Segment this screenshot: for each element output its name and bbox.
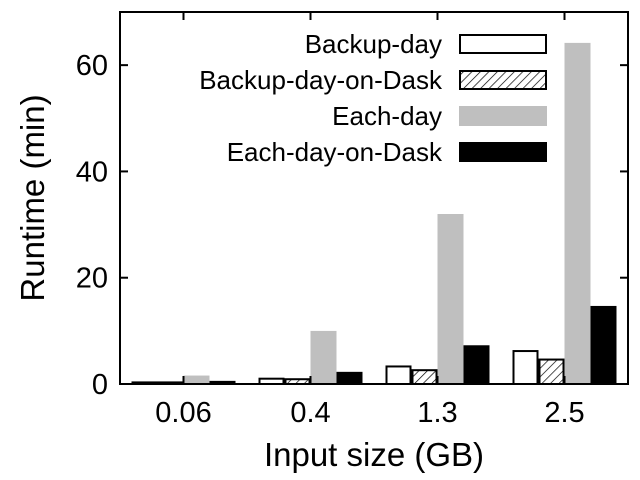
x-tick-label: 0.06 <box>155 397 211 429</box>
legend-label: Each-day-on-Dask <box>227 137 443 167</box>
bar-backup-day-2.5 <box>512 350 539 385</box>
bar-each-day-0.06 <box>183 375 210 385</box>
x-tick-label: 1.3 <box>417 397 457 429</box>
bar-backup-day-on-dask-1.3 <box>411 369 438 386</box>
y-tick-label: 60 <box>76 50 108 82</box>
legend-swatch <box>459 106 547 126</box>
bar-each-day-2.5 <box>564 42 591 386</box>
bar-each-day-on-dask-1.3 <box>463 345 490 386</box>
x-axis-title: Input size (GB) <box>264 436 484 473</box>
bar-each-day-1.3 <box>437 214 464 385</box>
bars-layer <box>131 42 617 386</box>
plot-area-frame <box>119 11 629 385</box>
bar-each-day-on-dask-0.4 <box>336 371 363 385</box>
legend-swatch <box>459 70 547 90</box>
bar-each-day-on-dask-2.5 <box>590 305 617 386</box>
legend-label: Each-day <box>332 101 442 131</box>
x-tick-label: 2.5 <box>544 397 584 429</box>
legend-label: Backup-day <box>305 29 442 59</box>
y-tick-label: 0 <box>92 369 108 401</box>
y-tick-label: 40 <box>76 156 108 188</box>
legend: Backup-day Backup-day-on-Dask Each-day Each… <box>199 29 547 167</box>
x-tick-label: 0.4 <box>290 397 330 429</box>
legend-swatch <box>459 142 547 162</box>
bar-each-day-0.4 <box>310 330 337 386</box>
y-axis-title: Runtime (min) <box>14 94 51 301</box>
legend-swatch <box>459 34 547 54</box>
y-tick-label: 20 <box>76 263 108 295</box>
ticks-layer: 0 20 40 60 0.06 0.4 1.3 2.5 <box>76 12 628 429</box>
bar-backup-day-on-dask-2.5 <box>538 358 565 386</box>
bar-backup-day-1.3 <box>385 365 412 386</box>
legend-label: Backup-day-on-Dask <box>199 65 443 95</box>
